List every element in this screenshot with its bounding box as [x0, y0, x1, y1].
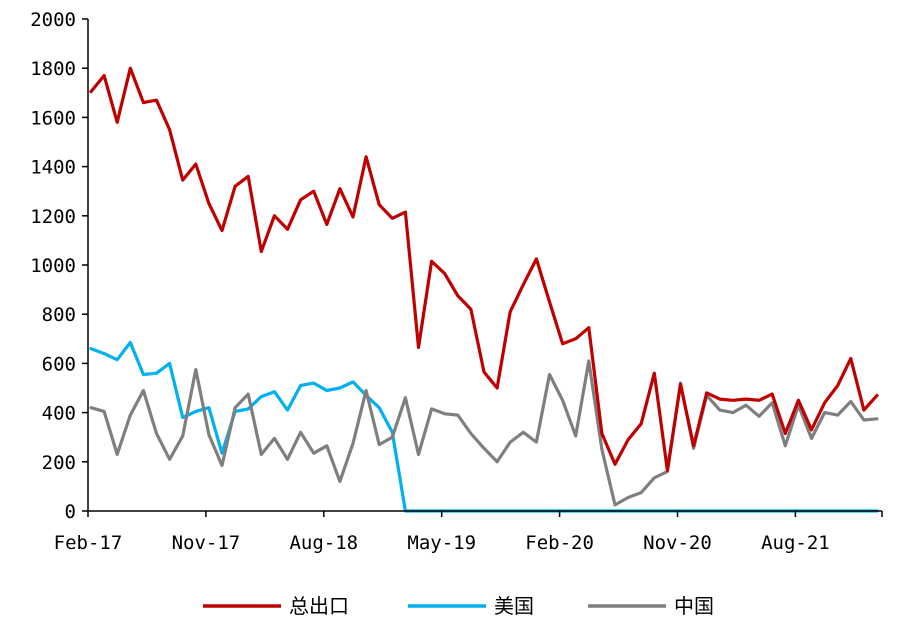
x-axis-ticks: Feb-17 Nov-17 Aug-18 May-19 Feb-20 Nov-20 Aug-…	[54, 511, 882, 554]
legend-label-2: 中国	[674, 594, 714, 618]
y-tick-label: 1400	[30, 157, 76, 179]
legend-label-0: 总出口	[289, 594, 349, 618]
x-tick-label: Nov-20	[643, 532, 712, 554]
x-tick-label: Aug-18	[289, 532, 358, 554]
series-lines	[91, 68, 877, 511]
y-axis-ticks: 0 200 400 600 800 1000 1200 1400 1600 1800 2000	[30, 9, 88, 523]
y-tick-label: 1000	[30, 255, 76, 277]
y-tick-label: 1200	[30, 206, 76, 228]
x-tick-label: Aug-21	[761, 532, 830, 554]
y-tick-label: 200	[42, 452, 76, 474]
y-tick-label: 400	[42, 403, 76, 425]
series-line-2	[91, 361, 877, 505]
y-tick-label: 800	[42, 304, 76, 326]
y-tick-label: 0	[65, 501, 76, 523]
y-tick-label: 2000	[30, 9, 76, 31]
y-tick-label: 1800	[30, 58, 76, 80]
y-tick-label: 1600	[30, 107, 76, 129]
legend-label-1: 美国	[494, 594, 534, 618]
x-tick-label: May-19	[407, 532, 476, 554]
x-tick-label: Nov-17	[172, 532, 241, 554]
legend: 总出口 美国 中国	[203, 594, 714, 618]
x-tick-label: Feb-17	[54, 532, 123, 554]
axes	[88, 19, 882, 511]
y-tick-label: 600	[42, 353, 76, 375]
x-tick-label: Feb-20	[525, 532, 594, 554]
